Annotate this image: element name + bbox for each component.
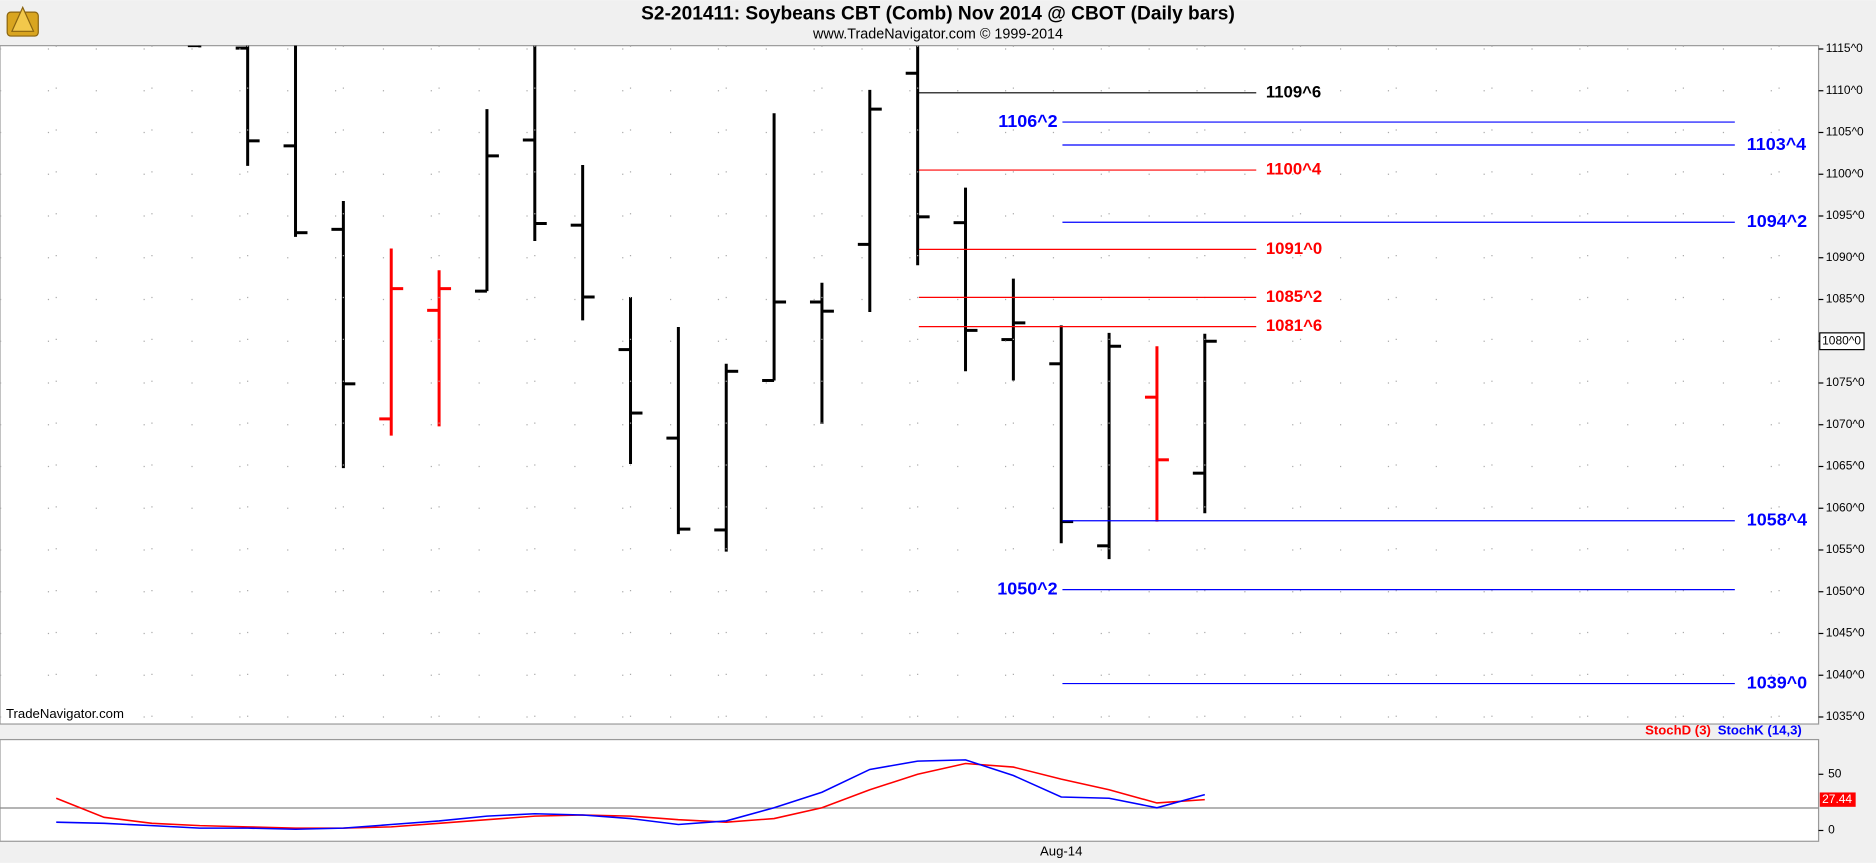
y-tick-label: 1090^0: [1826, 250, 1865, 264]
y-tick-label: 1040^0: [1826, 667, 1865, 681]
y-tick-label: 1105^0: [1826, 125, 1864, 139]
level-label: 1091^0: [1266, 239, 1322, 258]
last-price-label: 1080^0: [1822, 333, 1861, 347]
logo: [6, 5, 39, 37]
y-tick-label: 1115^0: [1826, 41, 1863, 55]
level-label: 1094^2: [1747, 211, 1807, 231]
level-label: 1058^4: [1747, 509, 1807, 529]
chart-subtitle: www.TradeNavigator.com © 1999-2014: [812, 27, 1063, 43]
level-label: 1100^4: [1266, 159, 1322, 178]
chart-title: S2-201411: Soybeans CBT (Comb) Nov 2014 …: [641, 4, 1235, 25]
y-tick-label: 1110^0: [1826, 83, 1863, 97]
price-bars: [187, 45, 1217, 560]
x-tick-label: Aug-14: [1040, 844, 1082, 859]
last-price-box: [1819, 332, 1865, 351]
watermark: TradeNavigator.com: [6, 706, 124, 721]
level-label: 1050^2: [997, 578, 1057, 598]
y-tick-label: 1060^0: [1826, 500, 1865, 514]
y-tick-label: 1070^0: [1826, 417, 1865, 431]
legend-entry: StochK (14,3): [1718, 723, 1802, 738]
value-label: 27.44: [1822, 792, 1852, 806]
stoch-line: [56, 759, 1206, 831]
y-tick-label: 1050^0: [1826, 584, 1865, 598]
value-box: [1819, 792, 1856, 807]
y-tick-label: 1085^0: [1826, 292, 1865, 306]
y-tick-label: 1075^0: [1826, 375, 1865, 389]
y-tick-label: 1055^0: [1826, 542, 1865, 556]
level-label: 1109^6: [1266, 82, 1321, 101]
legend-entry: StochD (3): [1645, 723, 1711, 738]
y-tick-label: 1045^0: [1826, 626, 1865, 640]
y-tick-label: 1035^0: [1826, 709, 1865, 723]
stoch-line: [55, 762, 1205, 829]
y-tick-label: 1095^0: [1826, 208, 1865, 222]
y-tick-label: 1100^0: [1826, 166, 1864, 180]
price-panel: [0, 45, 1820, 725]
y-tick-label: 1065^0: [1826, 459, 1865, 473]
level-label: 1039^0: [1747, 672, 1807, 692]
level-label: 1085^2: [1266, 287, 1322, 306]
level-label: 1081^6: [1266, 316, 1322, 335]
y-tick-label: 50: [1828, 766, 1842, 780]
stoch-panel: [0, 738, 1820, 842]
level-label: 1103^4: [1747, 134, 1806, 154]
level-label: 1106^2: [998, 111, 1057, 131]
y-tick-label: 0: [1828, 823, 1835, 837]
